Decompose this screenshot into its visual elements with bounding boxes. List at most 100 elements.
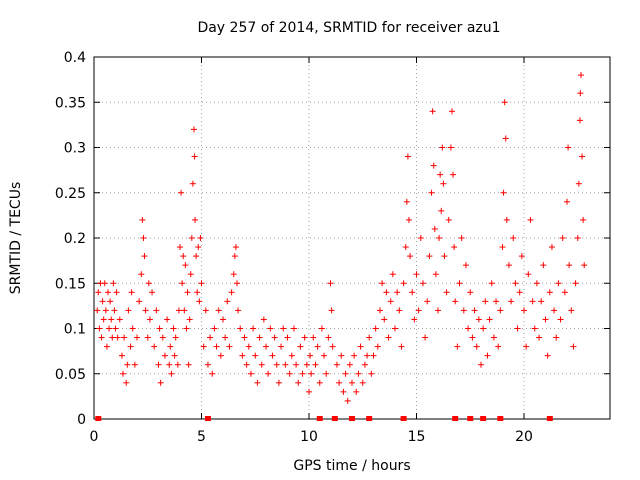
data-point bbox=[565, 144, 572, 151]
x-tick-label: 5 bbox=[197, 429, 206, 445]
data-point bbox=[134, 334, 140, 341]
data-point bbox=[159, 334, 166, 341]
data-point bbox=[190, 126, 197, 133]
zero-marker bbox=[331, 416, 338, 421]
data-point bbox=[561, 289, 568, 296]
data-point bbox=[98, 334, 105, 341]
data-point bbox=[559, 235, 566, 241]
data-point bbox=[429, 108, 436, 115]
data-point bbox=[107, 298, 114, 305]
data-point bbox=[523, 343, 530, 350]
data-point bbox=[440, 180, 447, 187]
data-point bbox=[510, 235, 517, 241]
data-point bbox=[376, 307, 383, 314]
x-tick-label: 20 bbox=[515, 429, 533, 445]
y-tick-label: 0.15 bbox=[55, 276, 86, 292]
data-point bbox=[278, 343, 285, 350]
data-point bbox=[441, 253, 448, 260]
data-point bbox=[151, 343, 158, 350]
data-point bbox=[263, 343, 269, 350]
data-point bbox=[185, 361, 192, 368]
data-point bbox=[106, 325, 113, 332]
x-tick-label: 10 bbox=[300, 429, 318, 445]
data-point bbox=[177, 244, 183, 251]
data-point bbox=[164, 316, 171, 323]
data-point bbox=[101, 280, 108, 287]
data-point bbox=[188, 235, 195, 241]
data-point bbox=[258, 361, 265, 368]
data-point bbox=[355, 370, 362, 377]
data-point bbox=[273, 361, 280, 368]
data-point bbox=[180, 253, 187, 260]
data-point bbox=[245, 343, 252, 350]
data-point bbox=[454, 343, 461, 350]
data-point bbox=[500, 189, 507, 196]
data-point bbox=[527, 216, 534, 223]
data-point bbox=[525, 271, 532, 278]
data-point bbox=[167, 343, 174, 350]
data-point bbox=[156, 325, 163, 332]
data-point bbox=[353, 388, 360, 395]
data-point bbox=[546, 289, 553, 296]
data-point bbox=[187, 271, 194, 278]
y-tick-label: 0.2 bbox=[64, 231, 86, 247]
data-point bbox=[321, 352, 328, 359]
data-point bbox=[310, 334, 317, 341]
data-point bbox=[123, 379, 130, 386]
data-point bbox=[171, 352, 178, 359]
data-point bbox=[411, 316, 418, 323]
data-point bbox=[108, 316, 115, 323]
data-point bbox=[306, 388, 312, 395]
data-point bbox=[493, 298, 500, 305]
x-tick-labels: 0 5 10 15 20 bbox=[90, 429, 533, 445]
data-point bbox=[400, 280, 407, 287]
data-point bbox=[161, 352, 168, 359]
data-point bbox=[497, 307, 504, 314]
data-point bbox=[478, 361, 484, 368]
data-point bbox=[260, 316, 267, 323]
data-point bbox=[402, 244, 409, 251]
data-point bbox=[286, 370, 293, 377]
data-point bbox=[153, 307, 160, 314]
data-point bbox=[145, 280, 152, 287]
data-point bbox=[183, 325, 190, 332]
zero-marker bbox=[497, 416, 504, 421]
data-point bbox=[370, 352, 377, 359]
data-point bbox=[198, 280, 205, 287]
data-point bbox=[121, 334, 128, 341]
data-point bbox=[333, 361, 340, 368]
data-point bbox=[340, 388, 347, 395]
data-point bbox=[157, 379, 164, 386]
data-point bbox=[499, 244, 506, 251]
data-point bbox=[501, 99, 508, 106]
data-point bbox=[195, 244, 202, 251]
data-point bbox=[438, 207, 445, 214]
data-point bbox=[394, 289, 401, 296]
data-point bbox=[508, 298, 515, 305]
data-point bbox=[182, 262, 189, 269]
data-point bbox=[374, 343, 381, 350]
data-point bbox=[462, 262, 469, 269]
data-point bbox=[232, 244, 239, 251]
data-point bbox=[179, 280, 186, 287]
data-point bbox=[486, 316, 493, 323]
data-point bbox=[531, 325, 538, 332]
zero-marker bbox=[452, 416, 459, 421]
data-point bbox=[368, 370, 375, 377]
data-point bbox=[366, 334, 373, 341]
zero-marker bbox=[366, 416, 373, 421]
data-point bbox=[235, 307, 242, 314]
data-point bbox=[307, 352, 314, 359]
data-point bbox=[303, 361, 310, 368]
data-point bbox=[475, 316, 482, 323]
data-point bbox=[445, 216, 452, 223]
data-point bbox=[447, 144, 454, 151]
data-point bbox=[359, 379, 366, 386]
data-point bbox=[426, 253, 433, 260]
data-point bbox=[230, 271, 237, 278]
zero-marker bbox=[400, 416, 407, 421]
data-point bbox=[256, 334, 263, 341]
data-point bbox=[381, 316, 388, 323]
data-point bbox=[533, 280, 540, 287]
y-tick-label: 0.35 bbox=[55, 95, 86, 111]
